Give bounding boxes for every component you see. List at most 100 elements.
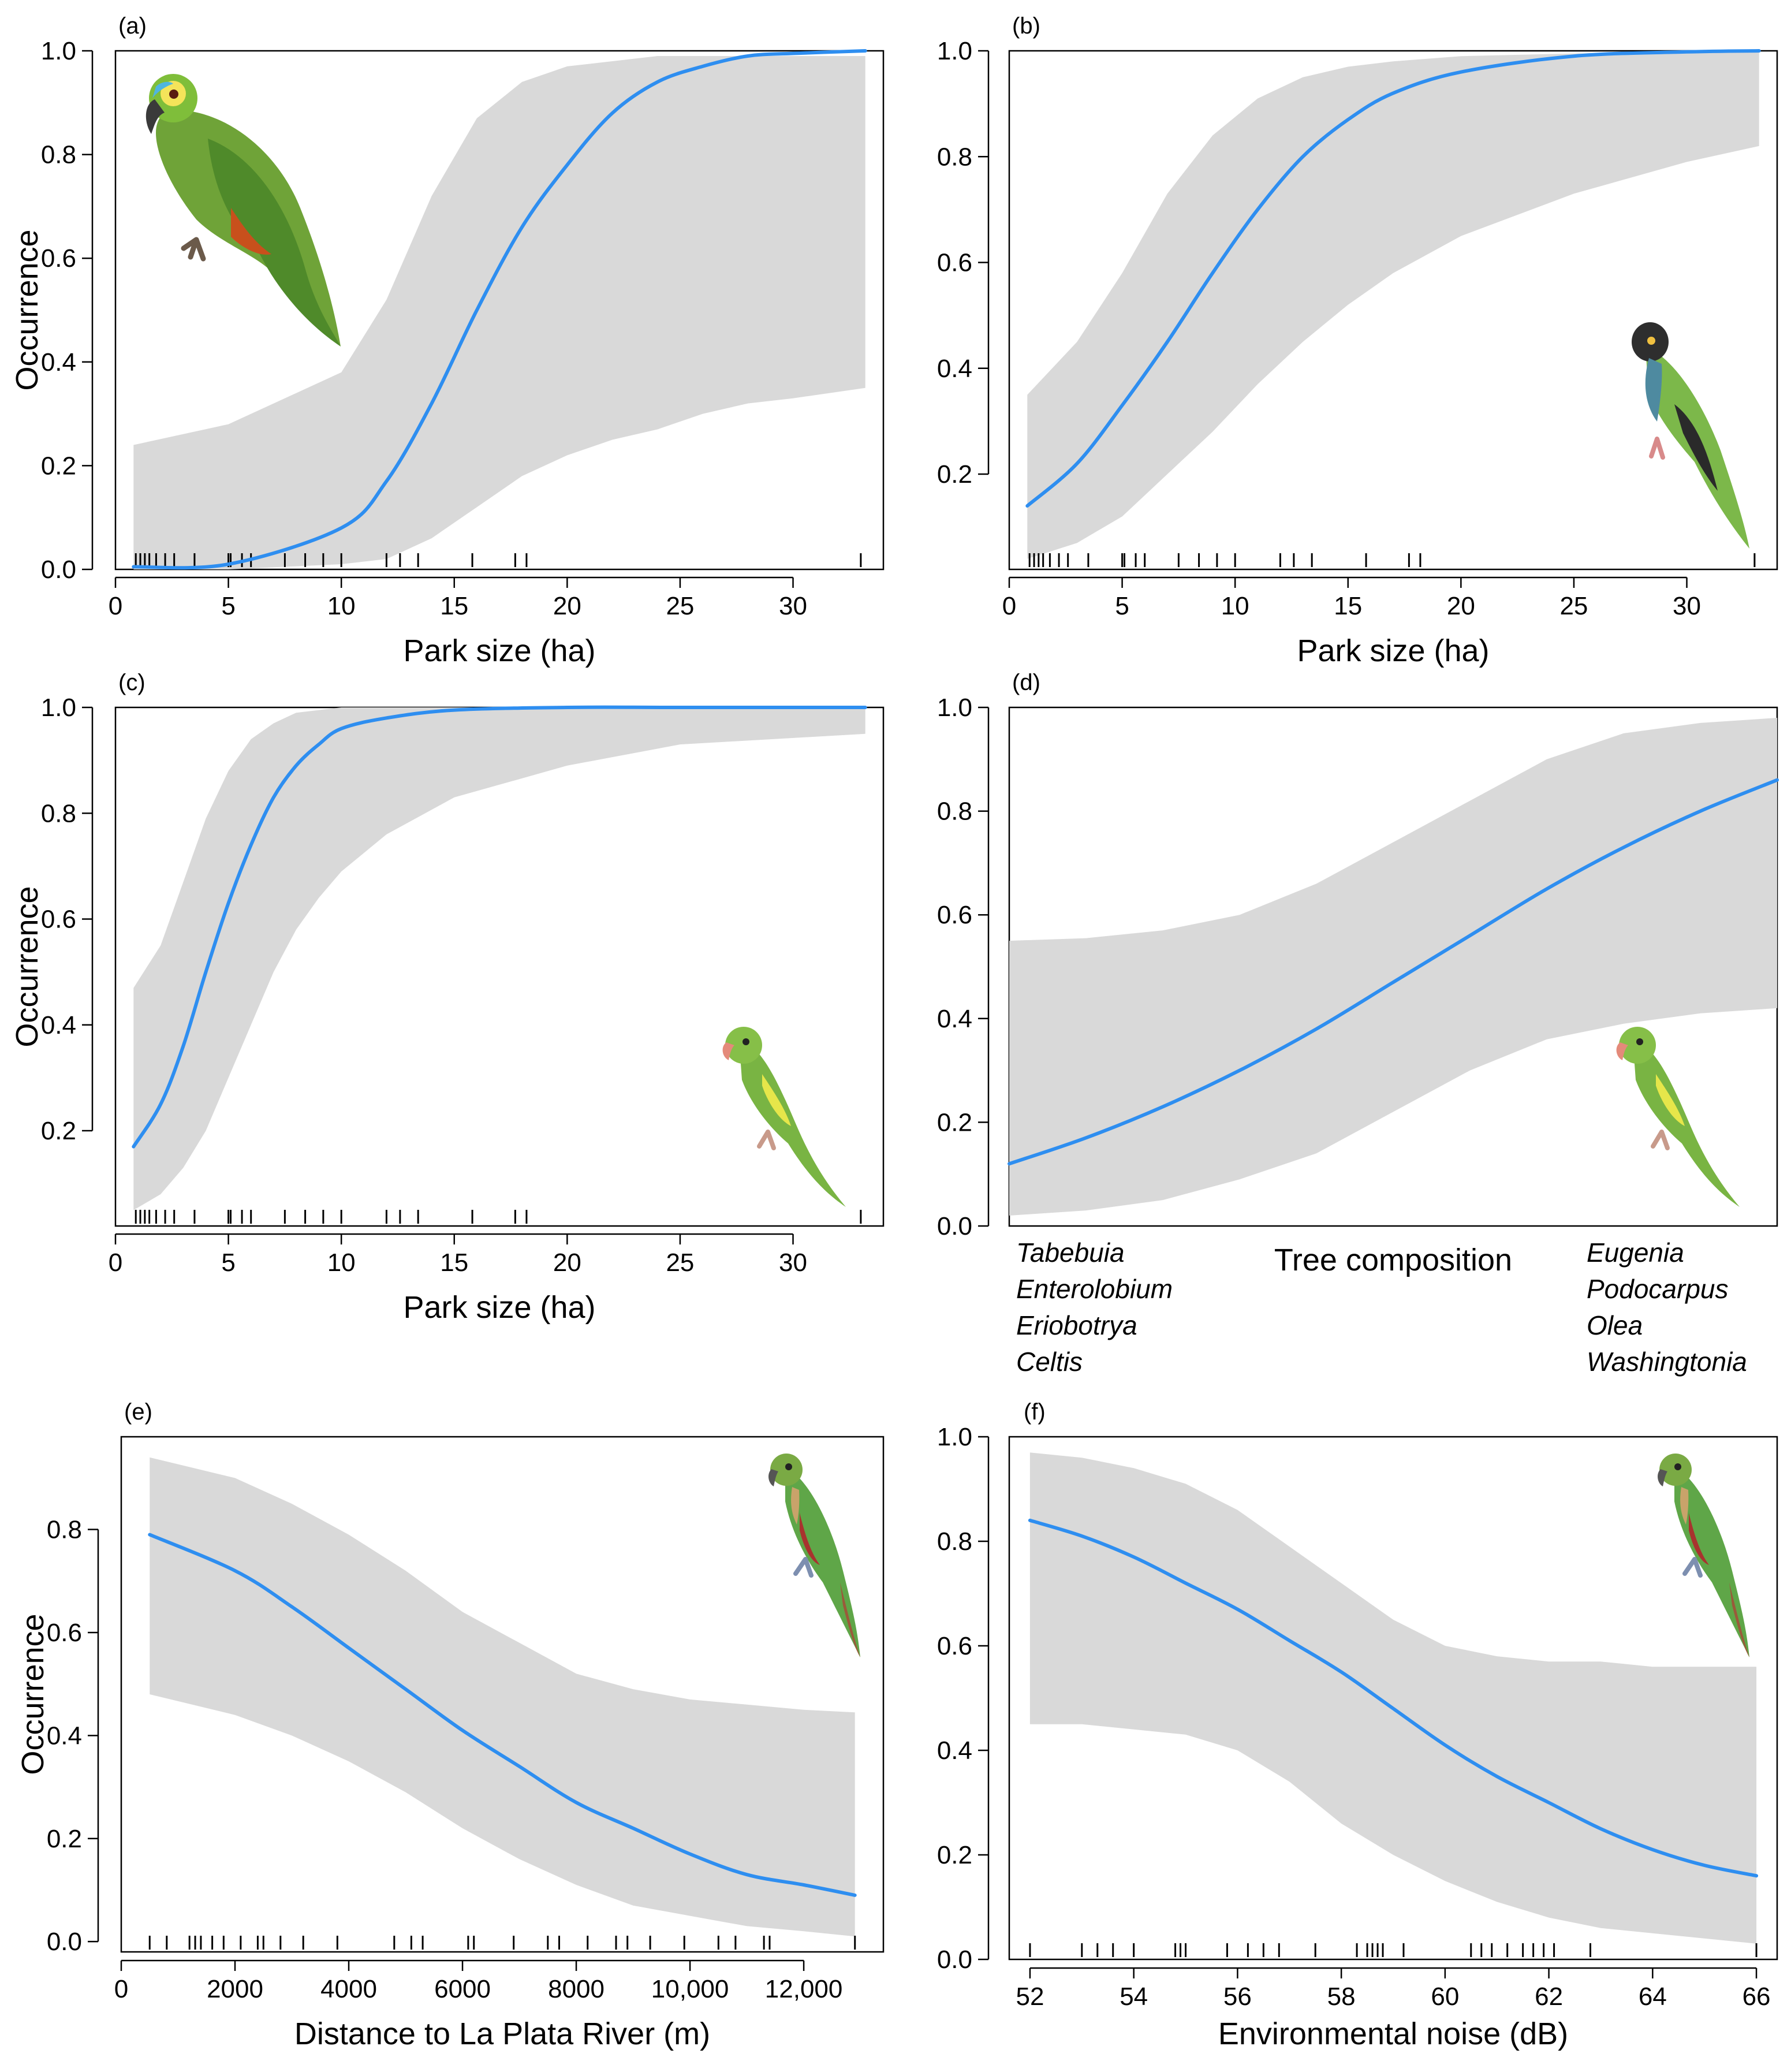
panel-f-y-tick-label: 0.4 <box>937 1736 972 1765</box>
panel-f-x-tick-label: 58 <box>1327 1982 1356 2011</box>
panel-c-x-tick-label: 25 <box>666 1249 694 1277</box>
panel-a-x-tick-label: 15 <box>440 592 468 620</box>
panel-a-x-tick-label: 25 <box>666 592 694 620</box>
panel-e-y-tick-label: 0.0 <box>47 1928 82 1956</box>
panel-d-x-axis-title: Tree composition <box>1274 1243 1512 1277</box>
conure-illustration-icon <box>1658 1454 1749 1657</box>
species-label-enterolobium: Enterolobium <box>1016 1274 1173 1304</box>
panel-b-x-tick-label: 25 <box>1559 592 1588 620</box>
panel-c-x-tick-label: 0 <box>109 1249 122 1277</box>
panel-b-x-axis-title: Park size (ha) <box>1297 633 1489 668</box>
panel-a-x-tick-label: 5 <box>221 592 235 620</box>
panel-c-y-tick-label: 0.6 <box>41 905 76 934</box>
panel-d-y-tick-label: 1.0 <box>937 694 972 722</box>
panel-b-y-tick-label: 0.6 <box>937 249 972 277</box>
panel-c-y-tick-label: 0.8 <box>41 799 76 828</box>
panel-e-label: (e) <box>124 1399 152 1425</box>
panel-d-occurrence-curve <box>1008 778 1779 1166</box>
panel-a-y-ticks: 0.0 0.2 0.4 0.6 0.8 1.0 <box>41 37 92 584</box>
panel-e-x-axis-title: Distance to La Plata River (m) <box>294 2017 710 2051</box>
panel-b-plot-frame <box>1008 50 1778 571</box>
panel-a-y-tick-label: 0.6 <box>41 244 76 273</box>
panel-e-x-tick-label: 8000 <box>548 1975 605 2003</box>
panel-a-y-tick-label: 0.2 <box>41 452 76 480</box>
panel-b-y-tick-label: 0.4 <box>937 355 972 383</box>
panel-d-y-ticks: 0.0 0.2 0.4 0.6 0.8 1.0 <box>937 694 988 1240</box>
panel-e-rug <box>148 1936 856 1950</box>
panel-e-x-ticks: 0 2000 4000 6000 8000 10,000 12,000 <box>114 1961 843 2003</box>
panel-a-occurrence-curve <box>132 49 867 570</box>
panel-f-x-tick-label: 66 <box>1743 1982 1771 2011</box>
panel-e-y-ticks: 0.0 0.2 0.4 0.6 0.8 <box>47 1516 98 1956</box>
panel-c-y-axis-title: Occurrence <box>10 886 44 1047</box>
panel-e-x-tick-label: 12,000 <box>765 1975 843 2003</box>
panel-f-label: (f) <box>1024 1399 1046 1425</box>
parakeet-illustration-icon <box>1616 1027 1740 1207</box>
panel-d-label: (d) <box>1012 670 1040 695</box>
panel-e: (e) 0 2000 4000 6000 8000 10,000 12,000 0.0 0.2… <box>16 1399 885 2051</box>
panel-e-y-tick-label: 0.4 <box>47 1721 82 1750</box>
panel-b-x-ticks: 0 5 10 15 20 25 30 <box>1002 577 1701 620</box>
panel-a: (a) 0 5 10 15 20 25 30 0.0 0.2 0.4 0.6 0.8 1.0 Park… <box>10 13 885 668</box>
panel-c-x-tick-label: 20 <box>553 1249 581 1277</box>
panel-a-confidence-band <box>133 56 865 569</box>
panel-b-x-tick-label: 5 <box>1115 592 1129 620</box>
panel-c-x-tick-label: 30 <box>779 1249 807 1277</box>
panel-b-x-tick-label: 20 <box>1447 592 1475 620</box>
panel-b-occurrence-curve <box>1025 49 1761 508</box>
panel-d: (d) 0.00.20.40.60.81.0 Tree composition … <box>937 670 1779 1377</box>
panel-d-y-tick-label: 0.8 <box>937 798 972 826</box>
panel-c-label: (c) <box>118 670 145 695</box>
panel-f-y-tick-label: 0.8 <box>937 1527 972 1556</box>
panel-f-confidence-band <box>1029 1452 1757 1944</box>
panel-f-x-tick-label: 52 <box>1016 1982 1044 2011</box>
species-label-celtis: Celtis <box>1016 1347 1083 1377</box>
panel-f-y-tick-label: 1.0 <box>937 1423 972 1451</box>
panel-f-x-tick-label: 62 <box>1535 1982 1563 2011</box>
panel-a-x-tick-label: 10 <box>327 592 356 620</box>
species-label-olea: Olea <box>1587 1310 1643 1340</box>
conure-illustration-icon <box>768 1454 860 1657</box>
parrot-illustration-icon <box>145 74 341 346</box>
panel-f-y-tick-label: 0.2 <box>937 1841 972 1869</box>
panel-a-y-tick-label: 0.0 <box>41 556 76 584</box>
panel-b-y-tick-label: 1.0 <box>937 37 972 65</box>
panel-a-y-axis-title: Occurrence <box>10 229 44 390</box>
panel-f-y-ticks: 0.0 0.2 0.4 0.6 0.8 1.0 <box>937 1423 988 1974</box>
panel-b-rug <box>1028 553 1756 567</box>
panel-a-y-tick-label: 1.0 <box>41 37 76 65</box>
panel-e-x-tick-label: 4000 <box>320 1975 377 2003</box>
panel-a-x-tick-label: 0 <box>109 592 122 620</box>
panel-d-y-tick-label: 0.4 <box>937 1005 972 1033</box>
panel-e-x-tick-label: 0 <box>114 1975 128 2003</box>
species-label-washingtonia: Washingtonia <box>1587 1347 1747 1377</box>
panel-c-x-ticks: 0 5 10 15 20 25 30 <box>109 1234 807 1277</box>
parakeet-illustration-icon <box>722 1027 846 1207</box>
panel-d-high-species-labels: Eugenia Podocarpus Olea Washingtonia <box>1587 1238 1747 1377</box>
panel-a-plot-frame <box>114 50 885 571</box>
species-label-eugenia: Eugenia <box>1587 1238 1684 1268</box>
panel-d-confidence-band <box>1009 718 1777 1216</box>
species-label-eriobotrya: Eriobotrya <box>1016 1310 1137 1340</box>
panel-e-x-tick-label: 2000 <box>207 1975 263 2003</box>
panel-f-y-tick-label: 0.6 <box>937 1632 972 1660</box>
panel-c-occurrence-curve <box>132 705 867 1149</box>
panel-e-plot-frame <box>120 1436 885 1953</box>
panel-b-y-ticks: 0.2 0.4 0.6 0.8 1.0 <box>937 37 988 489</box>
panel-b-y-tick-label: 0.8 <box>937 143 972 171</box>
panel-f-y-tick-label: 0.0 <box>937 1946 972 1974</box>
panel-c-x-tick-label: 15 <box>440 1249 468 1277</box>
panel-b-x-tick-label: 15 <box>1334 592 1362 620</box>
panel-f-x-tick-label: 56 <box>1223 1982 1252 2011</box>
panel-c-x-tick-label: 5 <box>221 1249 235 1277</box>
panel-c-confidence-band <box>133 707 865 1210</box>
panel-c: (c) 0 5 10 15 20 25 30 0.2 0.4 0.6 0.8 1.0 Park si… <box>10 670 885 1325</box>
panel-f: (f) 52 54 56 58 60 62 64 66 0.00.20.40.60.81.0 … <box>937 1399 1778 2051</box>
panel-e-y-tick-label: 0.8 <box>47 1516 82 1544</box>
parakeet-illustration-icon <box>1632 322 1749 549</box>
panel-a-y-tick-label: 0.8 <box>41 141 76 169</box>
panel-d-y-tick-label: 0.2 <box>937 1108 972 1136</box>
panel-a-x-tick-label: 30 <box>779 592 807 620</box>
panel-e-y-axis-title: Occurrence <box>16 1613 50 1775</box>
